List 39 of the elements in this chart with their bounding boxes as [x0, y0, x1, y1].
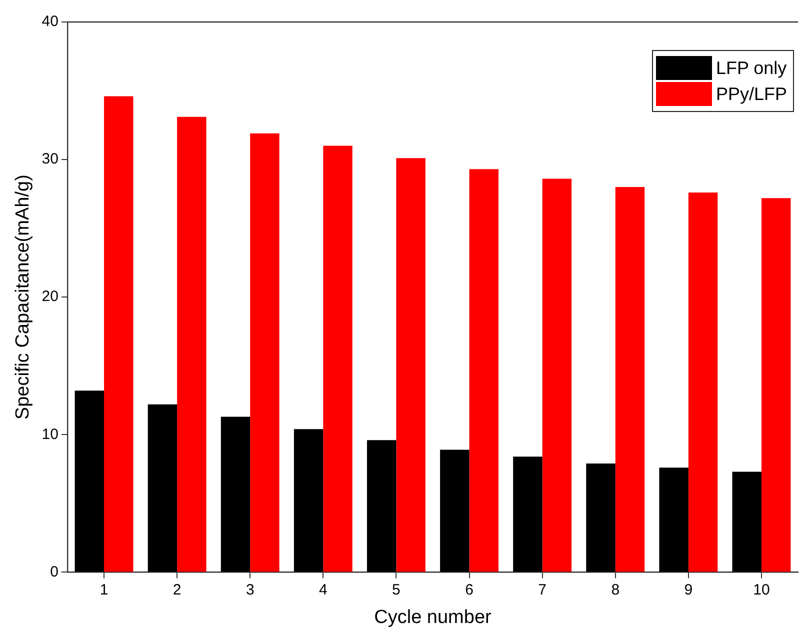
bar: [615, 187, 645, 572]
x-tick-label: 10: [753, 581, 770, 598]
bar: [732, 472, 762, 572]
bar: [177, 116, 206, 572]
bar: [513, 456, 542, 572]
bar: [74, 390, 104, 572]
legend-label: LFP only: [716, 58, 787, 78]
y-tick-label: 20: [42, 288, 58, 306]
x-tick-label: 1: [100, 581, 108, 598]
x-tick-label: 7: [538, 581, 546, 598]
bar: [250, 133, 280, 572]
bar: [542, 178, 572, 572]
y-tick-label: 0: [50, 563, 58, 580]
bar: [220, 416, 250, 572]
bar: [396, 158, 426, 572]
x-tick-label: 3: [246, 581, 254, 598]
x-tick-label: 2: [172, 581, 182, 598]
bar: [586, 464, 616, 572]
bar: [659, 468, 688, 572]
y-tick-label: 40: [42, 13, 58, 30]
bar: [323, 146, 352, 572]
y-tick-label: 10: [42, 426, 58, 443]
bar: [104, 96, 134, 572]
y-tick-label: 30: [42, 150, 58, 168]
bar: [148, 404, 178, 572]
x-axis-title: Cycle number: [374, 606, 492, 628]
x-tick-label: 8: [611, 581, 620, 598]
x-tick-label: 9: [684, 581, 693, 598]
bar: [469, 169, 498, 572]
bar: [294, 429, 324, 572]
x-tick-label: 4: [318, 581, 328, 598]
bar: [688, 192, 718, 572]
legend-label: PPy/LFP: [716, 84, 787, 104]
bar: [366, 440, 396, 572]
bar: [761, 198, 791, 572]
x-tick-label: 6: [465, 581, 474, 598]
y-axis-title: Specific Capacitance(mAh/g): [12, 174, 34, 420]
bar: [440, 450, 470, 572]
x-tick-label: 5: [392, 581, 400, 598]
